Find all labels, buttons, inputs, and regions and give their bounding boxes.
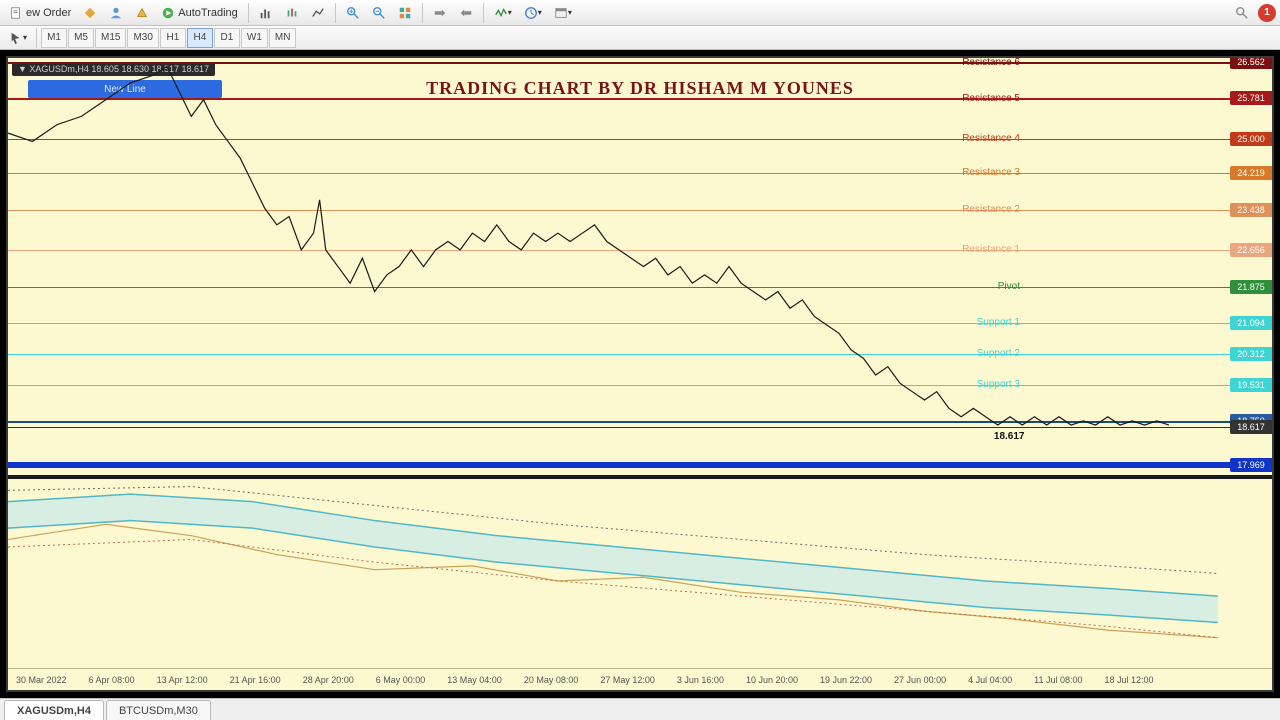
time-label: 28 Apr 20:00 — [303, 675, 354, 685]
price-line — [8, 58, 1230, 475]
time-label: 18 Jul 12:00 — [1105, 675, 1154, 685]
zoom-in-icon[interactable] — [341, 2, 365, 24]
timeframe-mn[interactable]: MN — [269, 28, 297, 48]
separator — [36, 28, 37, 48]
timeframe-toolbar: ▾ M1M5M15M30H1H4D1W1MN — [0, 26, 1280, 50]
timeframe-m30[interactable]: M30 — [127, 28, 158, 48]
line-chart-icon[interactable] — [306, 2, 330, 24]
price-scale: 26.562 25.781 25.000 24.219 23.438 22.656 21.8… — [1230, 58, 1272, 475]
time-label: 4 Jul 04:00 — [968, 675, 1012, 685]
time-label: 6 Apr 08:00 — [89, 675, 135, 685]
price-tag: 25.000 — [1230, 132, 1272, 146]
price-panel[interactable]: ▼ XAGUSDm,H4 18.605 18.630 18.517 18.617… — [8, 58, 1272, 475]
separator — [483, 3, 484, 23]
time-label: 19 Jun 22:00 — [820, 675, 872, 685]
price-tag: 25.781 — [1230, 91, 1272, 105]
time-label: 3 Jun 16:00 — [677, 675, 724, 685]
price-tag: 18.750 — [1230, 414, 1272, 428]
grid-icon[interactable] — [393, 2, 417, 24]
doc-icon — [9, 6, 23, 20]
chart-area: ▼ XAGUSDm,H4 18.605 18.630 18.517 18.617… — [0, 50, 1280, 698]
price-tag: 23.438 — [1230, 203, 1272, 217]
new-order-label: ew Order — [26, 7, 71, 19]
indicator-icon[interactable]: ▾ — [489, 2, 517, 24]
profile-icon[interactable] — [104, 2, 128, 24]
timeframe-w1[interactable]: W1 — [241, 28, 268, 48]
indicator-lines — [8, 479, 1230, 668]
new-order-button[interactable]: ew Order — [4, 2, 76, 24]
price-tag: 19.531 — [1230, 378, 1272, 392]
timeframe-h4[interactable]: H4 — [187, 28, 213, 48]
zoom-out-icon[interactable] — [367, 2, 391, 24]
price-tag: 22.656 — [1230, 243, 1272, 257]
chart-tab[interactable]: XAGUSDm,H4 — [4, 700, 104, 720]
time-label: 6 May 00:00 — [376, 675, 426, 685]
timeframe-m5[interactable]: M5 — [68, 28, 94, 48]
current-price-label: 18.617 — [994, 431, 1025, 442]
play-icon — [161, 6, 175, 20]
period-icon[interactable]: ▾ — [519, 2, 547, 24]
time-axis: 30 Mar 2022 6 Apr 08:00 13 Apr 12:00 21 Apr… — [8, 668, 1272, 690]
candle-chart-icon[interactable] — [280, 2, 304, 24]
time-label: 11 Jul 08:00 — [1034, 675, 1082, 685]
time-label: 30 Mar 2022 — [16, 675, 67, 685]
timeframe-m15[interactable]: M15 — [95, 28, 126, 48]
price-tag: 26.562 — [1230, 58, 1272, 69]
price-tag: 20.312 — [1230, 347, 1272, 361]
price-tag: 21.094 — [1230, 316, 1272, 330]
price-tag: 18.617 — [1230, 420, 1272, 434]
separator — [422, 3, 423, 23]
time-label: 10 Jun 20:00 — [746, 675, 798, 685]
time-label: 13 Apr 12:00 — [157, 675, 208, 685]
search-icon[interactable] — [1230, 2, 1254, 24]
chart-tab[interactable]: BTCUSDm,M30 — [106, 700, 211, 720]
shift-icon[interactable] — [428, 2, 452, 24]
autotrading-button[interactable]: AutoTrading — [156, 2, 243, 24]
price-tag: 24.219 — [1230, 166, 1272, 180]
timeframe-m1[interactable]: M1 — [41, 28, 67, 48]
main-toolbar: ew Order AutoTrading ▾ ▾ ▾ 1 — [0, 0, 1280, 26]
price-tag: 21.875 — [1230, 280, 1272, 294]
time-label: 27 May 12:00 — [600, 675, 655, 685]
time-label: 21 Apr 16:00 — [230, 675, 281, 685]
chart-tabs: XAGUSDm,H4BTCUSDm,M30 — [0, 698, 1280, 720]
timeframe-buttons: M1M5M15M30H1H4D1W1MN — [41, 28, 296, 48]
time-label: 13 May 04:00 — [447, 675, 502, 685]
autotrading-label: AutoTrading — [178, 7, 238, 19]
scroll-icon[interactable] — [454, 2, 478, 24]
separator — [335, 3, 336, 23]
timeframe-d1[interactable]: D1 — [214, 28, 240, 48]
separator — [248, 3, 249, 23]
cursor-tool-icon[interactable]: ▾ — [4, 27, 32, 49]
time-label: 27 Jun 00:00 — [894, 675, 946, 685]
diamond-icon[interactable] — [78, 2, 102, 24]
indicator-panel[interactable] — [8, 479, 1272, 668]
timeframe-h1[interactable]: H1 — [160, 28, 186, 48]
template-icon[interactable]: ▾ — [549, 2, 577, 24]
alert-icon[interactable] — [130, 2, 154, 24]
bar-chart-icon[interactable] — [254, 2, 278, 24]
time-label: 20 May 08:00 — [524, 675, 579, 685]
notification-badge[interactable]: 1 — [1258, 4, 1276, 22]
